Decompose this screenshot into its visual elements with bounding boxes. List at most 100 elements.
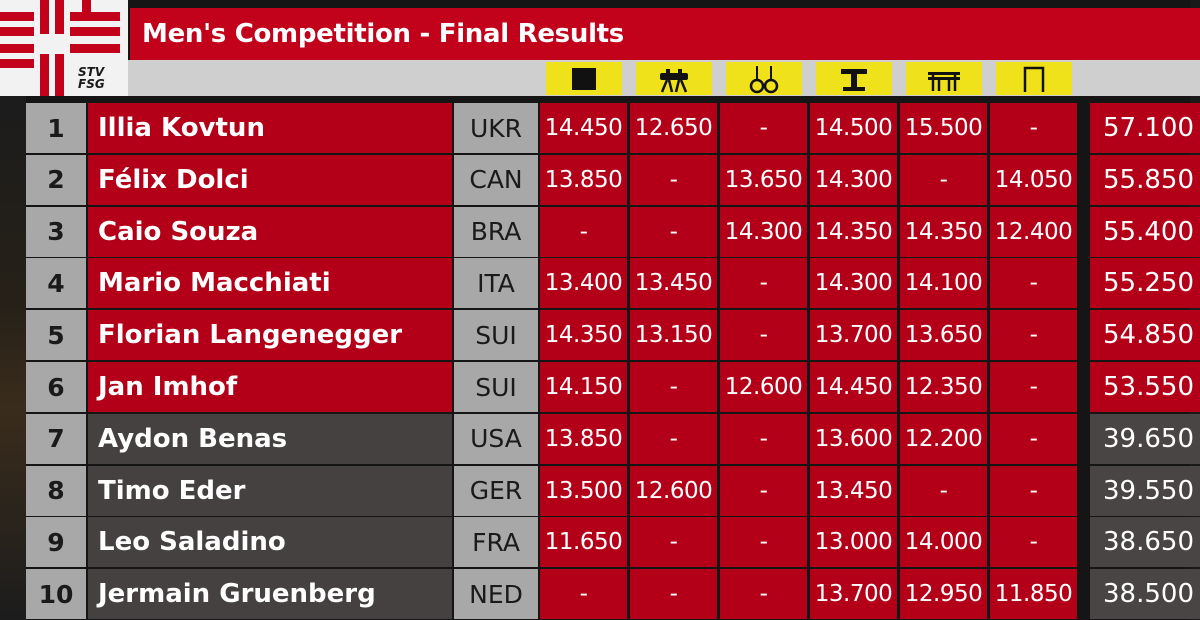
apparatus-score: - [720, 103, 807, 153]
apparatus-score: 13.700 [810, 569, 897, 620]
apparatus-score: 12.400 [990, 206, 1077, 257]
apparatus-score: - [630, 413, 717, 464]
nation-code: GER [454, 465, 538, 516]
apparatus-score: - [540, 206, 627, 257]
apparatus-score: - [630, 206, 717, 257]
vault-icon [816, 62, 892, 95]
apparatus-score: 14.050 [990, 154, 1077, 205]
page-title: Men's Competition - Final Results [130, 8, 1200, 60]
rank-cell: 1 [26, 103, 86, 153]
apparatus-score: 13.850 [540, 154, 627, 205]
apparatus-score: 12.600 [720, 362, 807, 412]
apparatus-score: 14.450 [810, 362, 897, 412]
total-score: 38.650 [1090, 517, 1200, 568]
apparatus-score: - [720, 413, 807, 464]
floor-exercise-icon [546, 62, 622, 95]
apparatus-score: 14.300 [720, 206, 807, 257]
apparatus-score: 13.150 [630, 310, 717, 361]
logo-text: STV FSG [78, 66, 105, 90]
table-row: 1 Illia Kovtun UKR 14.450 12.650-14.500 15.50… [0, 103, 1200, 153]
nation-code: ITA [454, 258, 538, 309]
apparatus-score: - [900, 154, 987, 205]
table-row: 6 Jan Imhof SUI 14.150-12.600 14.450 12.350-5… [0, 362, 1200, 412]
apparatus-score: 13.650 [720, 154, 807, 205]
rank-cell: 7 [26, 413, 86, 464]
athlete-name: Illia Kovtun [88, 103, 452, 153]
apparatus-score: - [630, 569, 717, 620]
apparatus-score: 14.350 [810, 206, 897, 257]
table-row: 4 Mario Macchiati ITA 13.400 13.450-14.300 14… [0, 258, 1200, 309]
apparatus-score: 12.200 [900, 413, 987, 464]
high-bar-icon [996, 62, 1072, 95]
apparatus-score: - [990, 465, 1077, 516]
athlete-name: Mario Macchiati [88, 258, 452, 309]
apparatus-score: 12.600 [630, 465, 717, 516]
total-score: 39.550 [1090, 465, 1200, 516]
athlete-name: Félix Dolci [88, 154, 452, 205]
athlete-name: Jan Imhof [88, 362, 452, 412]
apparatus-score: 13.450 [810, 465, 897, 516]
apparatus-score: - [720, 517, 807, 568]
athlete-name: Timo Eder [88, 465, 452, 516]
apparatus-score: 11.650 [540, 517, 627, 568]
apparatus-score: 14.300 [810, 258, 897, 309]
apparatus-score: 15.500 [900, 103, 987, 153]
athlete-name: Caio Souza [88, 206, 452, 257]
apparatus-score: - [720, 569, 807, 620]
nation-code: UKR [454, 103, 538, 153]
apparatus-score: 13.400 [540, 258, 627, 309]
rank-cell: 10 [26, 569, 86, 620]
apparatus-score: - [990, 310, 1077, 361]
apparatus-score: - [990, 258, 1077, 309]
apparatus-score: 13.450 [630, 258, 717, 309]
apparatus-score: 12.650 [630, 103, 717, 153]
rank-cell: 8 [26, 465, 86, 516]
apparatus-score: 14.450 [540, 103, 627, 153]
total-score: 55.400 [1090, 206, 1200, 257]
table-row: 10 Jermain Gruenberg NED - - -13.700 12.950 11.… [0, 569, 1200, 620]
rank-cell: 2 [26, 154, 86, 205]
pommel-horse-icon [636, 62, 712, 95]
nation-code: CAN [454, 154, 538, 205]
background-left [0, 90, 26, 620]
apparatus-score: 14.150 [540, 362, 627, 412]
apparatus-score: 13.850 [540, 413, 627, 464]
logo-text-fsg: FSG [78, 77, 105, 91]
rank-cell: 4 [26, 258, 86, 309]
athlete-name: Leo Saladino [88, 517, 452, 568]
apparatus-score: - [990, 517, 1077, 568]
apparatus-score: 14.350 [900, 206, 987, 257]
apparatus-score: - [630, 517, 717, 568]
apparatus-score: 13.600 [810, 413, 897, 464]
table-row: 3 Caio Souza BRA - -14.300 14.350 14.350 12.400… [0, 206, 1200, 257]
apparatus-score: 11.850 [990, 569, 1077, 620]
apparatus-score: - [720, 258, 807, 309]
table-row: 8 Timo Eder GER 13.500 12.600-13.450- -39.550 [0, 465, 1200, 516]
apparatus-score: - [630, 154, 717, 205]
total-score: 54.850 [1090, 310, 1200, 361]
apparatus-score: - [720, 465, 807, 516]
rank-cell: 6 [26, 362, 86, 412]
background-right [1190, 0, 1200, 620]
logo-text-stv: STV [78, 65, 105, 79]
parallel-bars-icon [906, 62, 982, 95]
athlete-name: Florian Langenegger [88, 310, 452, 361]
apparatus-score: - [540, 569, 627, 620]
table-row: 5 Florian Langenegger SUI 14.350 13.150-13.7… [0, 310, 1200, 361]
total-score: 55.250 [1090, 258, 1200, 309]
apparatus-score: 13.000 [810, 517, 897, 568]
nation-code: SUI [454, 310, 538, 361]
apparatus-score: - [900, 465, 987, 516]
nation-code: NED [454, 569, 538, 620]
apparatus-score: 13.650 [900, 310, 987, 361]
nation-code: FRA [454, 517, 538, 568]
rank-cell: 5 [26, 310, 86, 361]
apparatus-score: 14.500 [810, 103, 897, 153]
apparatus-score: 14.350 [540, 310, 627, 361]
table-row: 7 Aydon Benas USA 13.850- -13.600 12.200-39.6… [0, 413, 1200, 464]
table-row: 2 Félix Dolci CAN 13.850-13.650 14.300-14.05… [0, 154, 1200, 205]
stv-fsg-logo: STV FSG [0, 0, 128, 96]
apparatus-score: - [990, 103, 1077, 153]
nation-code: USA [454, 413, 538, 464]
athlete-name: Aydon Benas [88, 413, 452, 464]
